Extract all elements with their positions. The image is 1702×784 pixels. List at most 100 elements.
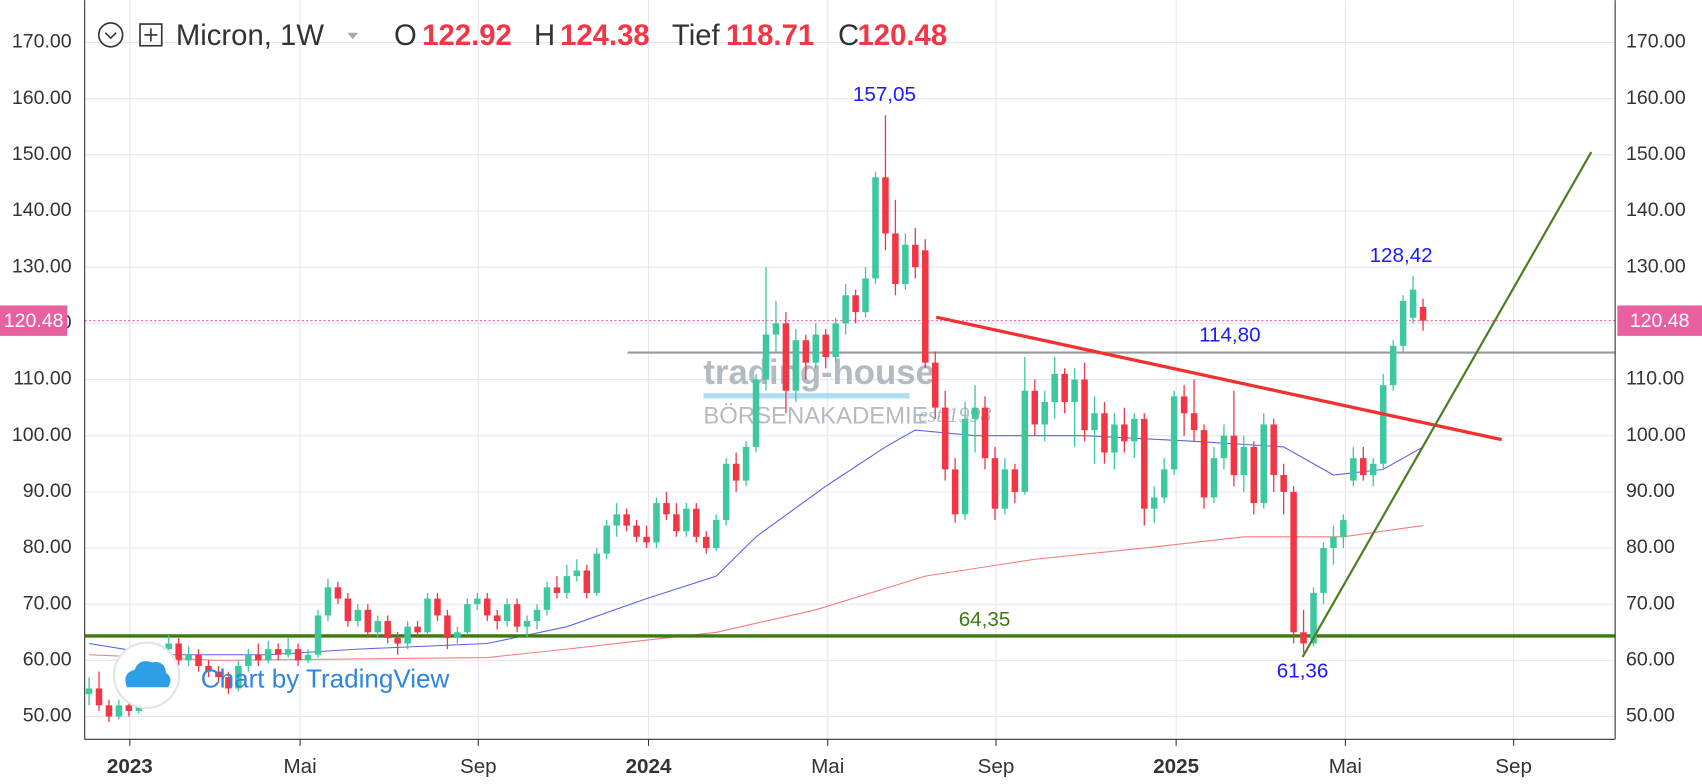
credit: Chart by TradingView [112, 641, 450, 709]
candle-body [573, 570, 581, 577]
y-tick-label: 70.00 [23, 592, 72, 614]
candle-body [931, 362, 939, 408]
moving-average [88, 429, 1424, 656]
y2-tick-label: 70.00 [1626, 592, 1675, 614]
high-value: 124.38 [560, 19, 650, 52]
close-label: C [838, 19, 859, 52]
candle-body [294, 649, 302, 661]
annotation: 61,36 [1277, 660, 1329, 683]
candle-body [643, 536, 650, 543]
candle-body [414, 626, 421, 633]
trend-line [1301, 151, 1593, 658]
credit-text[interactable]: Chart by TradingView [201, 664, 450, 694]
candle-body [603, 525, 610, 554]
y2-tick-label: 150.00 [1626, 143, 1686, 165]
x-tick-label: Mai [1329, 755, 1362, 778]
candle-body [1141, 418, 1148, 509]
price-label-bg [1617, 305, 1702, 336]
candle-body [722, 463, 730, 520]
x-tick-label: 2024 [626, 755, 672, 778]
candle-body [663, 503, 670, 515]
price-label-bg [0, 305, 68, 336]
candle-body [1160, 469, 1168, 498]
candle-body [424, 598, 431, 633]
plot: 114,80 64,35 157,05 128,42 61,36 [84, 83, 1616, 723]
candle-body [1300, 632, 1307, 644]
candle-body [225, 677, 232, 689]
candle-body [1131, 418, 1138, 442]
candle-body [812, 334, 820, 363]
candle-body [1290, 491, 1297, 633]
x-tick-label: 2023 [107, 755, 153, 778]
candle-body [1389, 345, 1397, 386]
candle-body [1240, 446, 1248, 476]
candle-body [991, 458, 999, 509]
y-tick-label: 150.00 [12, 143, 72, 165]
watermark-sub: BÖRSENAKADEMIE [703, 402, 927, 429]
y-tick-label: 140.00 [12, 199, 72, 221]
candle-body [215, 671, 222, 678]
candle-body [981, 407, 989, 459]
candle-body [1369, 463, 1377, 476]
candle-body [1250, 446, 1258, 504]
candle-body [85, 688, 93, 695]
y2-tick-label: 130.00 [1626, 255, 1686, 277]
candle-body [802, 340, 810, 363]
candle-body [563, 576, 571, 593]
watermark: trading-house BÖRSENAKADEMIE est 1998 [703, 354, 991, 429]
candle-body [673, 514, 680, 532]
y-tick-label: 90.00 [23, 480, 72, 502]
candle-body [1330, 536, 1337, 549]
candle-body [623, 514, 630, 526]
candle-body [474, 598, 481, 605]
candle-body [872, 177, 879, 279]
candle-body [882, 177, 889, 234]
add-icon[interactable] [139, 23, 163, 47]
price-label: 120.48 [4, 310, 64, 332]
candle-body [404, 626, 411, 644]
candle-body [633, 525, 640, 537]
low-label: Tief [672, 19, 721, 52]
y-tick-label: 60.00 [23, 649, 72, 671]
candle-body [464, 604, 471, 633]
candle-body [862, 278, 869, 313]
open-label: O [394, 19, 417, 52]
candle-body [493, 615, 501, 622]
candle-body [742, 446, 750, 481]
candle-body [125, 705, 133, 711]
y2-tick-label: 170.00 [1626, 31, 1686, 53]
candle-body [1210, 458, 1218, 498]
y-tick-label: 160.00 [12, 87, 72, 109]
candle-body [165, 643, 172, 650]
candle-body [1200, 430, 1208, 498]
candle-body [503, 604, 511, 622]
y2-tick-label: 110.00 [1626, 368, 1684, 390]
candle-body [613, 514, 620, 526]
candle-body [1041, 401, 1048, 425]
y2-tick-label: 160.00 [1626, 87, 1686, 109]
trend-line [935, 315, 1503, 442]
x-tick-label: 2025 [1153, 755, 1199, 778]
candle-body [1061, 373, 1068, 402]
candle-body [374, 621, 382, 633]
candle-body [1121, 424, 1128, 442]
candle-body [583, 570, 591, 593]
candle-body [274, 649, 282, 655]
y2-tick-label: 80.00 [1626, 536, 1675, 558]
collapse-icon[interactable] [97, 22, 124, 48]
candle-body [922, 250, 929, 363]
candle-body [1350, 458, 1357, 481]
symbol-dropdown[interactable] [347, 32, 359, 40]
candle-body [324, 587, 332, 616]
candle-body [772, 323, 780, 335]
open-value: 122.92 [422, 19, 512, 52]
x-tick-label: Sep [460, 755, 497, 778]
candle-body [255, 654, 262, 661]
y2-tick-label: 90.00 [1626, 480, 1675, 502]
candle-body [235, 665, 242, 689]
logo-cloud [125, 661, 171, 688]
candle-body [762, 334, 770, 380]
candle-body [483, 598, 491, 616]
candle-body [941, 407, 949, 470]
